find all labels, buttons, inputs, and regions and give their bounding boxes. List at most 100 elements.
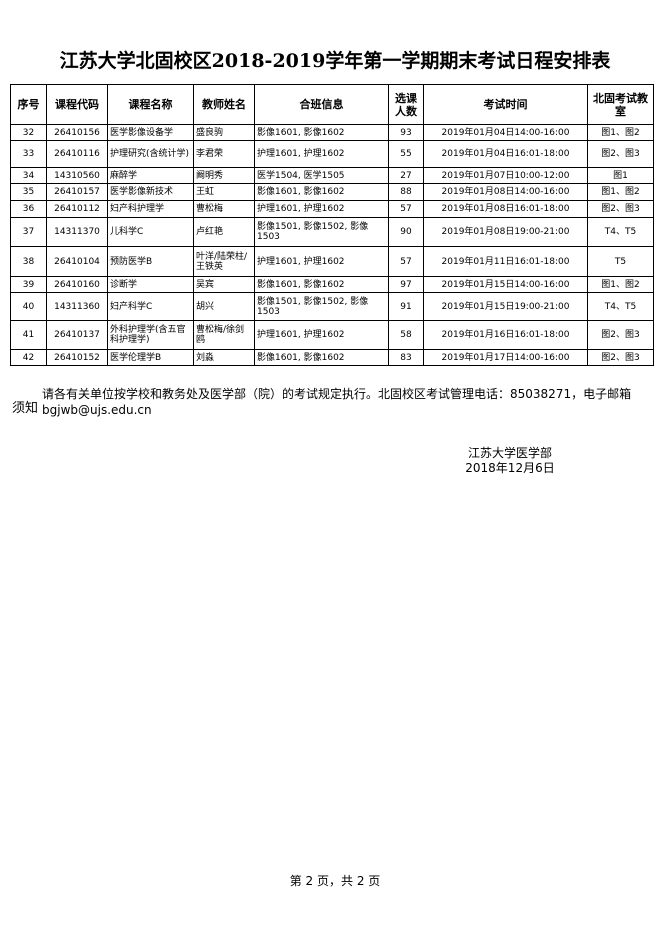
- cell-seq: 35: [10, 183, 47, 201]
- table-row: 42 26410152 医学伦理学B 刘淼 影像1601, 影像1602 83 2019年0…: [10, 349, 654, 366]
- cell-classes: 影像1601, 影像1602: [254, 349, 389, 366]
- cell-classes: 影像1601, 影像1602: [254, 183, 389, 201]
- cell-time: 2019年01月11日16:01-18:00: [423, 246, 588, 277]
- note-label: 须知: [12, 401, 39, 416]
- cell-count: 55: [388, 140, 424, 168]
- cell-seq: 39: [10, 276, 47, 293]
- cell-count: 58: [388, 320, 424, 350]
- cell-seq: 42: [10, 349, 47, 366]
- cell-code: 14311370: [46, 217, 108, 247]
- cell-time: 2019年01月17日14:00-16:00: [423, 349, 588, 366]
- cell-classes: 影像1601, 影像1602: [254, 124, 389, 141]
- cell-classes: 影像1501, 影像1502, 影像1503: [254, 292, 389, 321]
- table-row: 32 26410156 医学影像设备学 盛良驹 影像1601, 影像1602 93 2019…: [10, 124, 654, 141]
- cell-room: 图2、图3: [587, 200, 654, 218]
- table-row: 39 26410160 诊断学 吴宾 影像1601, 影像1602 97 2019年01月1…: [10, 276, 654, 293]
- cell-time: 2019年01月08日19:00-21:00: [423, 217, 588, 247]
- cell-room: T4、T5: [587, 292, 654, 321]
- cell-code: 26410137: [46, 320, 108, 350]
- cell-time: 2019年01月15日14:00-16:00: [423, 276, 588, 293]
- cell-teacher: 李君荣: [193, 140, 255, 168]
- table-row: 34 14310560 麻醉学 阚明秀 医学1504, 医学1505 27 2019年01月…: [10, 167, 654, 184]
- cell-room: 图1、图2: [587, 276, 654, 293]
- cell-time: 2019年01月15日19:00-21:00: [423, 292, 588, 321]
- cell-seq: 38: [10, 246, 47, 277]
- cell-classes: 护理1601, 护理1602: [254, 246, 389, 277]
- cell-course: 医学影像新技术: [107, 183, 194, 201]
- cell-seq: 41: [10, 320, 47, 350]
- header-classes: 合班信息: [254, 84, 389, 125]
- cell-course: 儿科学C: [107, 217, 194, 247]
- cell-teacher: 曹松梅: [193, 200, 255, 218]
- cell-count: 91: [388, 292, 424, 321]
- cell-course: 麻醉学: [107, 167, 194, 184]
- header-seq: 序号: [10, 84, 47, 125]
- cell-course: 妇产科学C: [107, 292, 194, 321]
- header-teacher: 教师姓名: [193, 84, 255, 125]
- header-course: 课程名称: [107, 84, 194, 125]
- cell-course: 预防医学B: [107, 246, 194, 277]
- table-row: 33 26410116 护理研究(含统计学) 李君荣 护理1601, 护理1602 55 2…: [10, 140, 654, 168]
- cell-teacher: 吴宾: [193, 276, 255, 293]
- signature: 江苏大学医学部 2018年12月6日: [440, 446, 580, 476]
- cell-room: 图2、图3: [587, 320, 654, 350]
- header-room: 北固考试教 室: [587, 84, 654, 125]
- cell-code: 26410160: [46, 276, 108, 293]
- header-time: 考试时间: [423, 84, 588, 125]
- page-footer: 第 2 页，共 2 页: [289, 874, 381, 888]
- cell-time: 2019年01月16日16:01-18:00: [423, 320, 588, 350]
- cell-teacher: 王虹: [193, 183, 255, 201]
- cell-room: T4、T5: [587, 217, 654, 247]
- cell-room: 图1、图2: [587, 183, 654, 201]
- cell-count: 57: [388, 246, 424, 277]
- cell-time: 2019年01月07日10:00-12:00: [423, 167, 588, 184]
- table-row: 41 26410137 外科护理学(含五官科护理学) 曹松梅/徐剑鸥 护理1601, 护…: [10, 320, 654, 350]
- cell-code: 26410156: [46, 124, 108, 141]
- cell-seq: 34: [10, 167, 47, 184]
- cell-classes: 影像1501, 影像1502, 影像1503: [254, 217, 389, 247]
- cell-course: 妇产科护理学: [107, 200, 194, 218]
- cell-course: 诊断学: [107, 276, 194, 293]
- exam-schedule-table: 序号 课程代码 课程名称 教师姓名 合班信息 选课人数 考试时间 北固考试教 室 32 2641…: [10, 84, 654, 366]
- cell-seq: 37: [10, 217, 47, 247]
- cell-seq: 40: [10, 292, 47, 321]
- cell-code: 26410116: [46, 140, 108, 168]
- cell-teacher: 盛良驹: [193, 124, 255, 141]
- cell-room: 图1: [587, 167, 654, 184]
- cell-seq: 36: [10, 200, 47, 218]
- cell-course: 医学影像设备学: [107, 124, 194, 141]
- cell-teacher: 叶洋/陆荣柱/王铁英: [193, 246, 255, 277]
- cell-classes: 护理1601, 护理1602: [254, 200, 389, 218]
- cell-course: 医学伦理学B: [107, 349, 194, 366]
- cell-classes: 医学1504, 医学1505: [254, 167, 389, 184]
- cell-count: 57: [388, 200, 424, 218]
- header-code: 课程代码: [46, 84, 108, 125]
- cell-seq: 32: [10, 124, 47, 141]
- cell-teacher: 阚明秀: [193, 167, 255, 184]
- table-row: 38 26410104 预防医学B 叶洋/陆荣柱/王铁英 护理1601, 护理1602 5…: [10, 246, 654, 277]
- cell-teacher: 曹松梅/徐剑鸥: [193, 320, 255, 350]
- page-title: 江苏大学北固校区2018-2019学年第一学期期末考试日程安排表: [59, 50, 611, 72]
- cell-time: 2019年01月08日14:00-16:00: [423, 183, 588, 201]
- cell-code: 14310560: [46, 167, 108, 184]
- table-header-row: 序号 课程代码 课程名称 教师姓名 合班信息 选课人数 考试时间 北固考试教 室: [10, 84, 654, 125]
- cell-code: 26410104: [46, 246, 108, 277]
- signature-org: 江苏大学医学部: [467, 446, 552, 460]
- cell-code: 14311360: [46, 292, 108, 321]
- table-row: 40 14311360 妇产科学C 胡兴 影像1501, 影像1502, 影像1503 9…: [10, 292, 654, 321]
- cell-classes: 护理1601, 护理1602: [254, 320, 389, 350]
- cell-classes: 影像1601, 影像1602: [254, 276, 389, 293]
- cell-teacher: 胡兴: [193, 292, 255, 321]
- table-row: 37 14311370 儿科学C 卢红艳 影像1501, 影像1502, 影像1503 9…: [10, 217, 654, 247]
- cell-room: 图2、图3: [587, 349, 654, 366]
- cell-course: 护理研究(含统计学): [107, 140, 194, 168]
- cell-count: 90: [388, 217, 424, 247]
- cell-count: 88: [388, 183, 424, 201]
- table-row: 36 26410112 妇产科护理学 曹松梅 护理1601, 护理1602 57 2019年…: [10, 200, 654, 218]
- cell-code: 26410152: [46, 349, 108, 366]
- cell-room: 图1、图2: [587, 124, 654, 141]
- cell-count: 93: [388, 124, 424, 141]
- cell-code: 26410112: [46, 200, 108, 218]
- cell-count: 27: [388, 167, 424, 184]
- table-row: 35 26410157 医学影像新技术 王虹 影像1601, 影像1602 88 2019年…: [10, 183, 654, 201]
